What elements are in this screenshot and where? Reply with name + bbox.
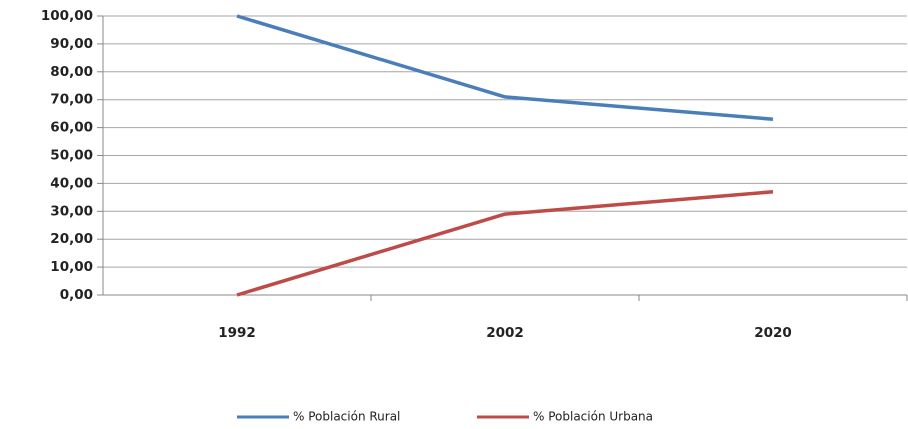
y-tick-label: 100,00 bbox=[41, 8, 93, 24]
y-tick-label: 40,00 bbox=[50, 175, 93, 191]
x-tick-label: 2020 bbox=[754, 325, 792, 341]
y-tick-label: 80,00 bbox=[50, 64, 93, 80]
y-tick-label: 10,00 bbox=[50, 259, 93, 275]
x-tick-label: 2002 bbox=[486, 325, 524, 341]
series-line bbox=[236, 14, 774, 121]
y-tick-label: 0,00 bbox=[60, 287, 93, 303]
y-tick-label: 90,00 bbox=[50, 36, 93, 52]
y-tick-label: 60,00 bbox=[50, 120, 93, 136]
legend-label: % Población Urbana bbox=[533, 410, 653, 424]
y-tick-label: 50,00 bbox=[50, 148, 93, 164]
y-tick-label: 30,00 bbox=[50, 203, 93, 219]
y-tick-label: 70,00 bbox=[50, 92, 93, 108]
legend-label: % Población Rural bbox=[293, 410, 400, 424]
x-tick-label: 1992 bbox=[218, 325, 256, 341]
series-line bbox=[236, 190, 774, 297]
y-tick-label: 20,00 bbox=[50, 231, 93, 247]
